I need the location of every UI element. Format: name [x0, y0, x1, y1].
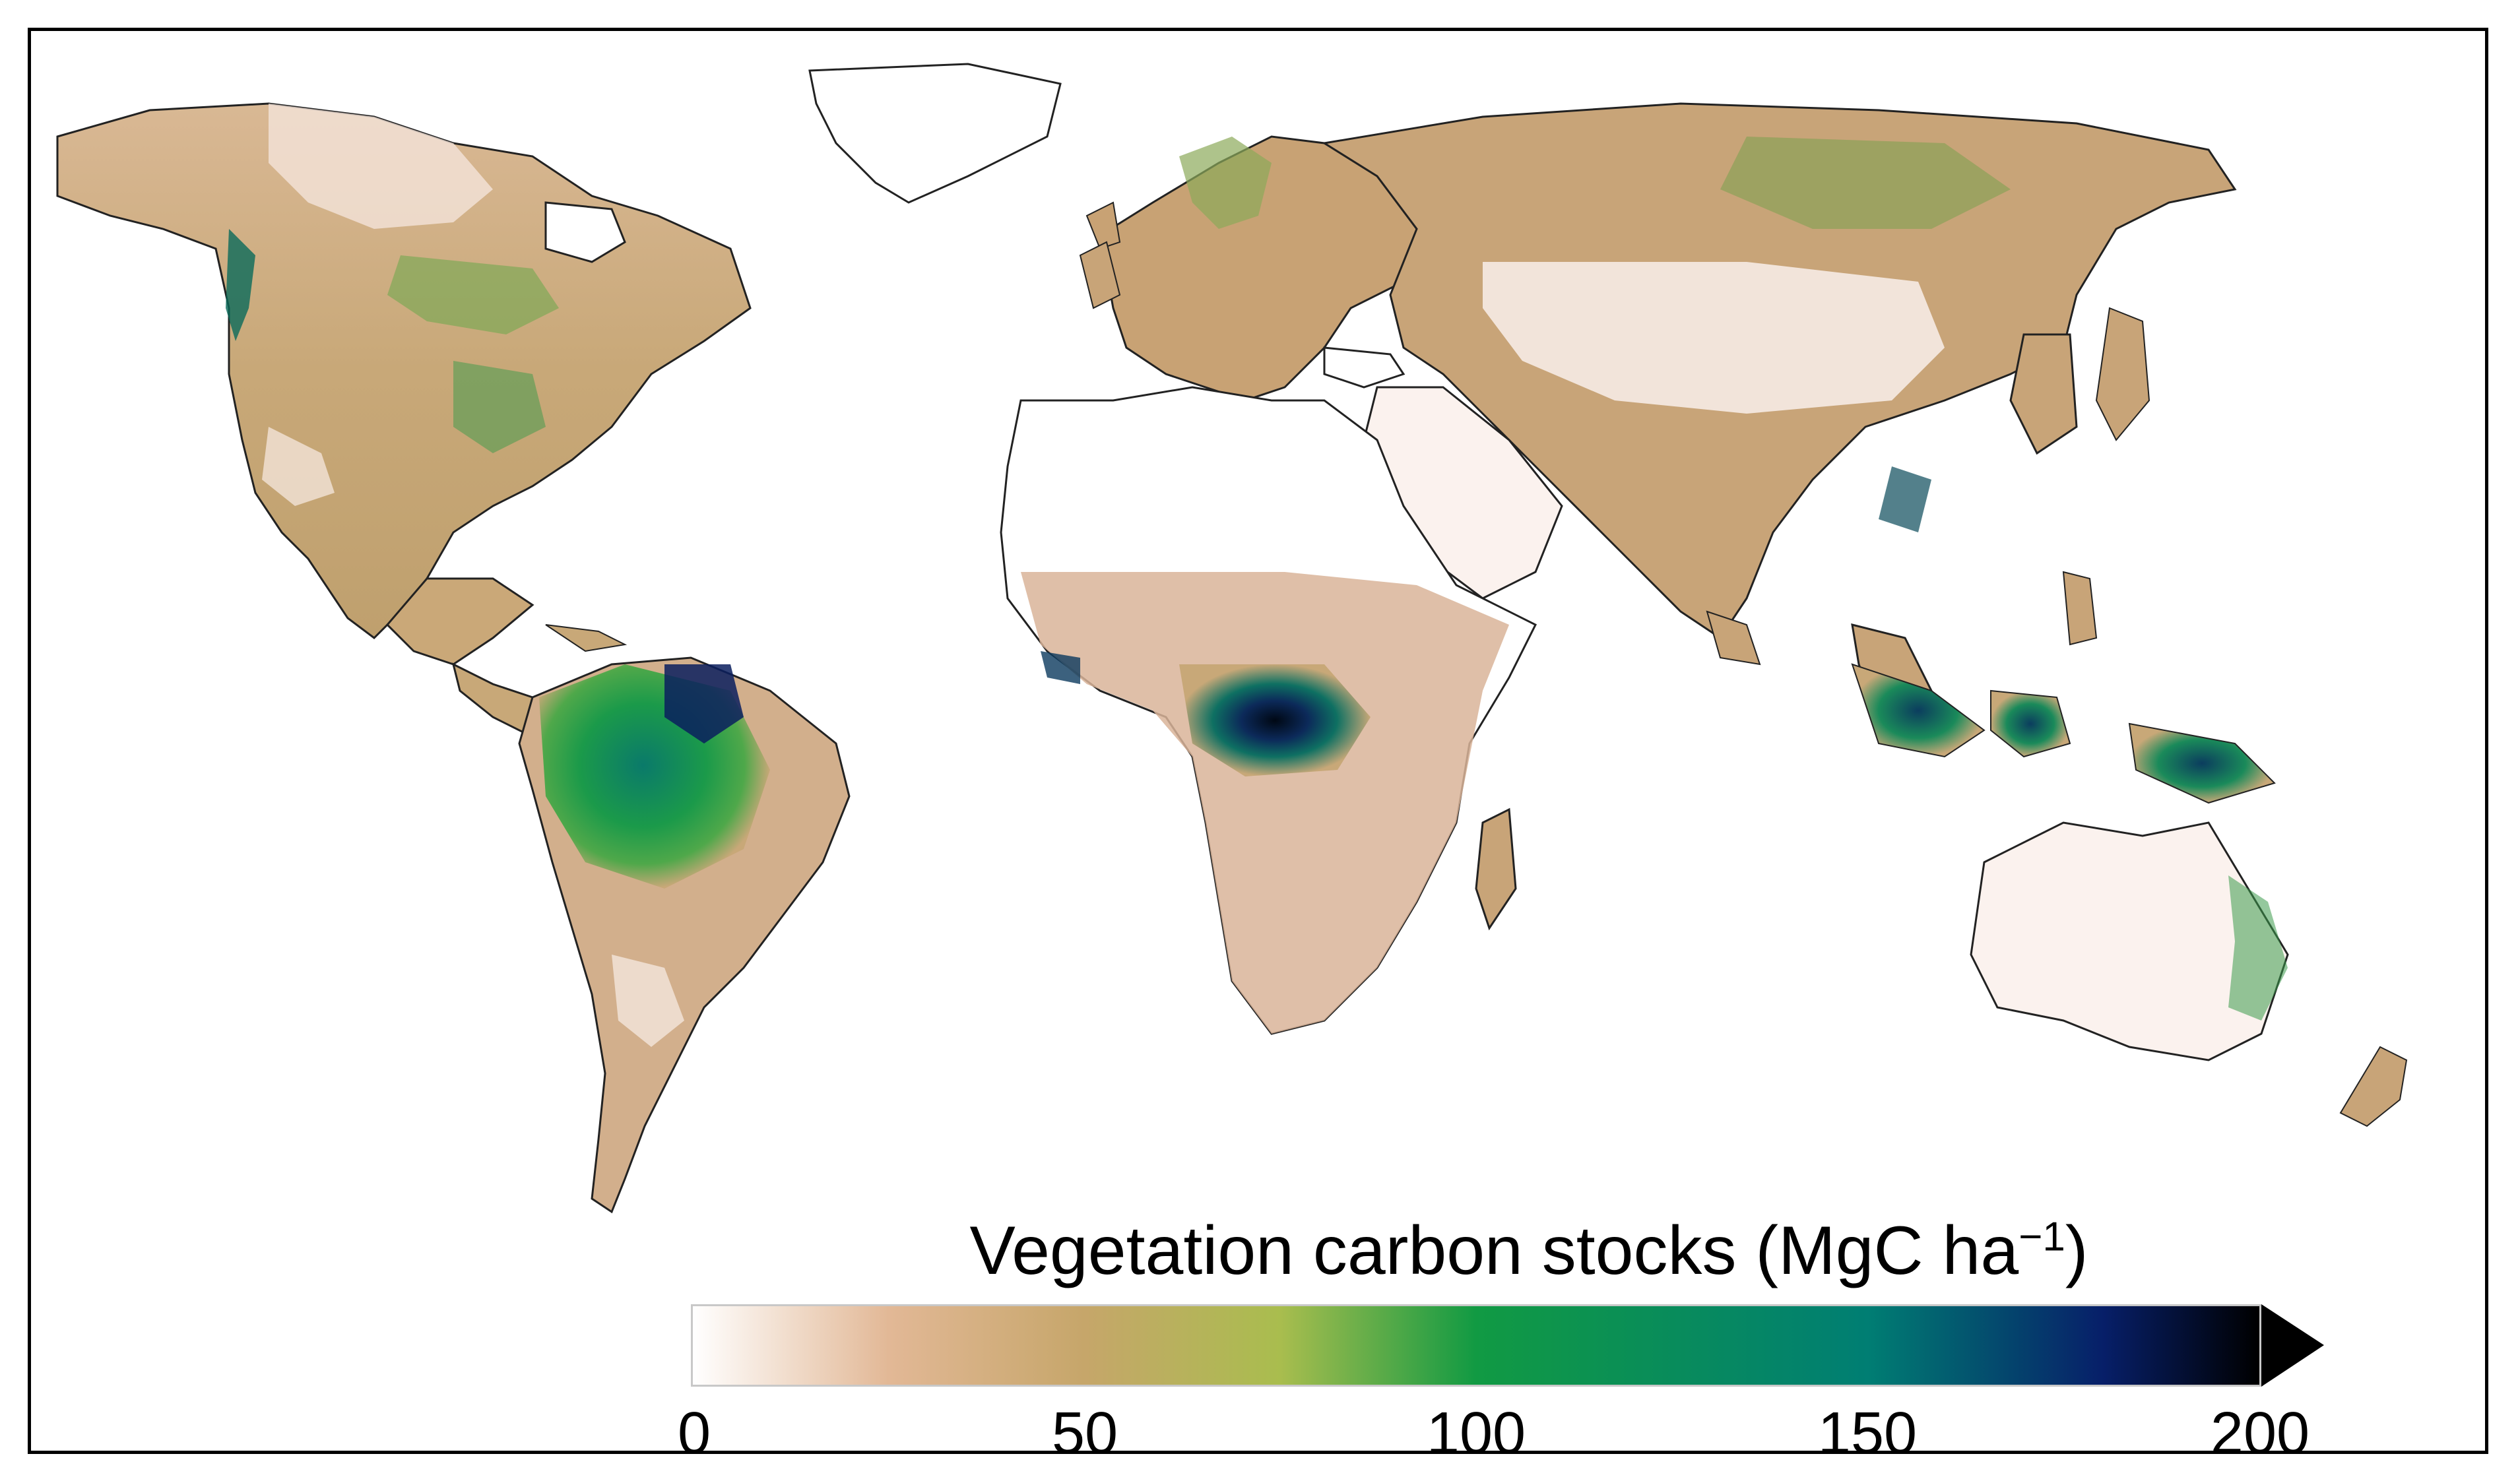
colorbar-extend-arrow: [2261, 1304, 2324, 1387]
map-figure: Vegetation carbon stocks (MgC ha−1) 0 50…: [28, 28, 2488, 1454]
colorbar-tick-label: 100: [1426, 1401, 1526, 1454]
greenland: [808, 63, 1062, 204]
colorbar: [691, 1304, 2261, 1387]
south-america: [518, 656, 851, 1214]
north-america: [56, 102, 752, 666]
asia: [1321, 102, 2237, 666]
colorbar-tick-label: 50: [1051, 1401, 1118, 1454]
japan: [2095, 307, 2150, 441]
africa: [1000, 386, 1537, 1035]
new-zealand: [2339, 1046, 2408, 1127]
australia: [1970, 821, 2289, 1061]
world-map: [56, 63, 2408, 1214]
colorbar-tick-label: 150: [1817, 1401, 1918, 1454]
southeast-asia: [1851, 571, 2276, 804]
uk: [1079, 241, 1121, 309]
colorbar-tick-label: 200: [2210, 1401, 2310, 1454]
colorbar-title: Vegetation carbon stocks (MgC ha−1): [969, 1213, 2088, 1289]
colorbar-tick-label: 0: [677, 1401, 711, 1454]
europe: [1085, 135, 1418, 402]
